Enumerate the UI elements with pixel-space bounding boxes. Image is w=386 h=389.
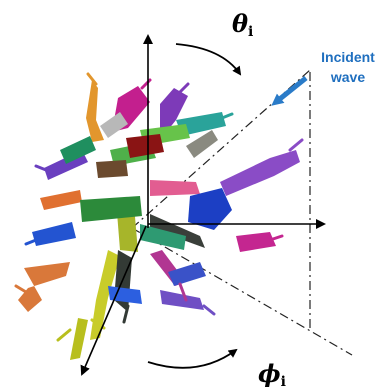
branch-orange-top (86, 80, 104, 142)
branch-purple-right (220, 150, 300, 196)
snowflake-aggregate-icon (14, 72, 304, 360)
branch-orange-left-mid (40, 190, 82, 210)
branch-dark-right (150, 214, 205, 248)
branch-green-right (140, 224, 186, 250)
dendrite-spikes (14, 72, 304, 342)
branch-pink-right (150, 180, 200, 196)
incident-wave-label-line2: wave (330, 69, 365, 85)
branch-blue-bottom (108, 286, 142, 304)
branch-silver (100, 112, 128, 138)
branch-orange-left (18, 262, 70, 312)
branch-blue-lower-right (168, 262, 206, 286)
theta-label: θi (232, 9, 253, 40)
theta-rotation-arrow (175, 43, 242, 76)
incident-wave-arrow (271, 76, 308, 106)
x-axis (80, 225, 147, 376)
branch-blue-center (188, 188, 232, 230)
incident-wave-label-line1: Incident (321, 49, 375, 65)
branch-teal-top (176, 112, 226, 136)
branch-brown-center (96, 160, 128, 178)
branch-magenta-right (236, 232, 276, 252)
phi-rotation-arrow (147, 348, 238, 369)
coordinate-axes (80, 34, 326, 376)
branch-blue-left (32, 222, 76, 246)
branch-maroon-core (126, 134, 164, 158)
branch-gray-right (186, 130, 218, 158)
branch-green-center (80, 196, 142, 222)
branch-yellow-down (90, 250, 120, 340)
branch-purple-bottom (160, 290, 204, 310)
branch-yellow-bottom (70, 318, 88, 360)
ground-projection-dashline (131, 227, 353, 356)
phi-label: ϕi (258, 359, 286, 389)
branch-green-left (60, 136, 96, 164)
